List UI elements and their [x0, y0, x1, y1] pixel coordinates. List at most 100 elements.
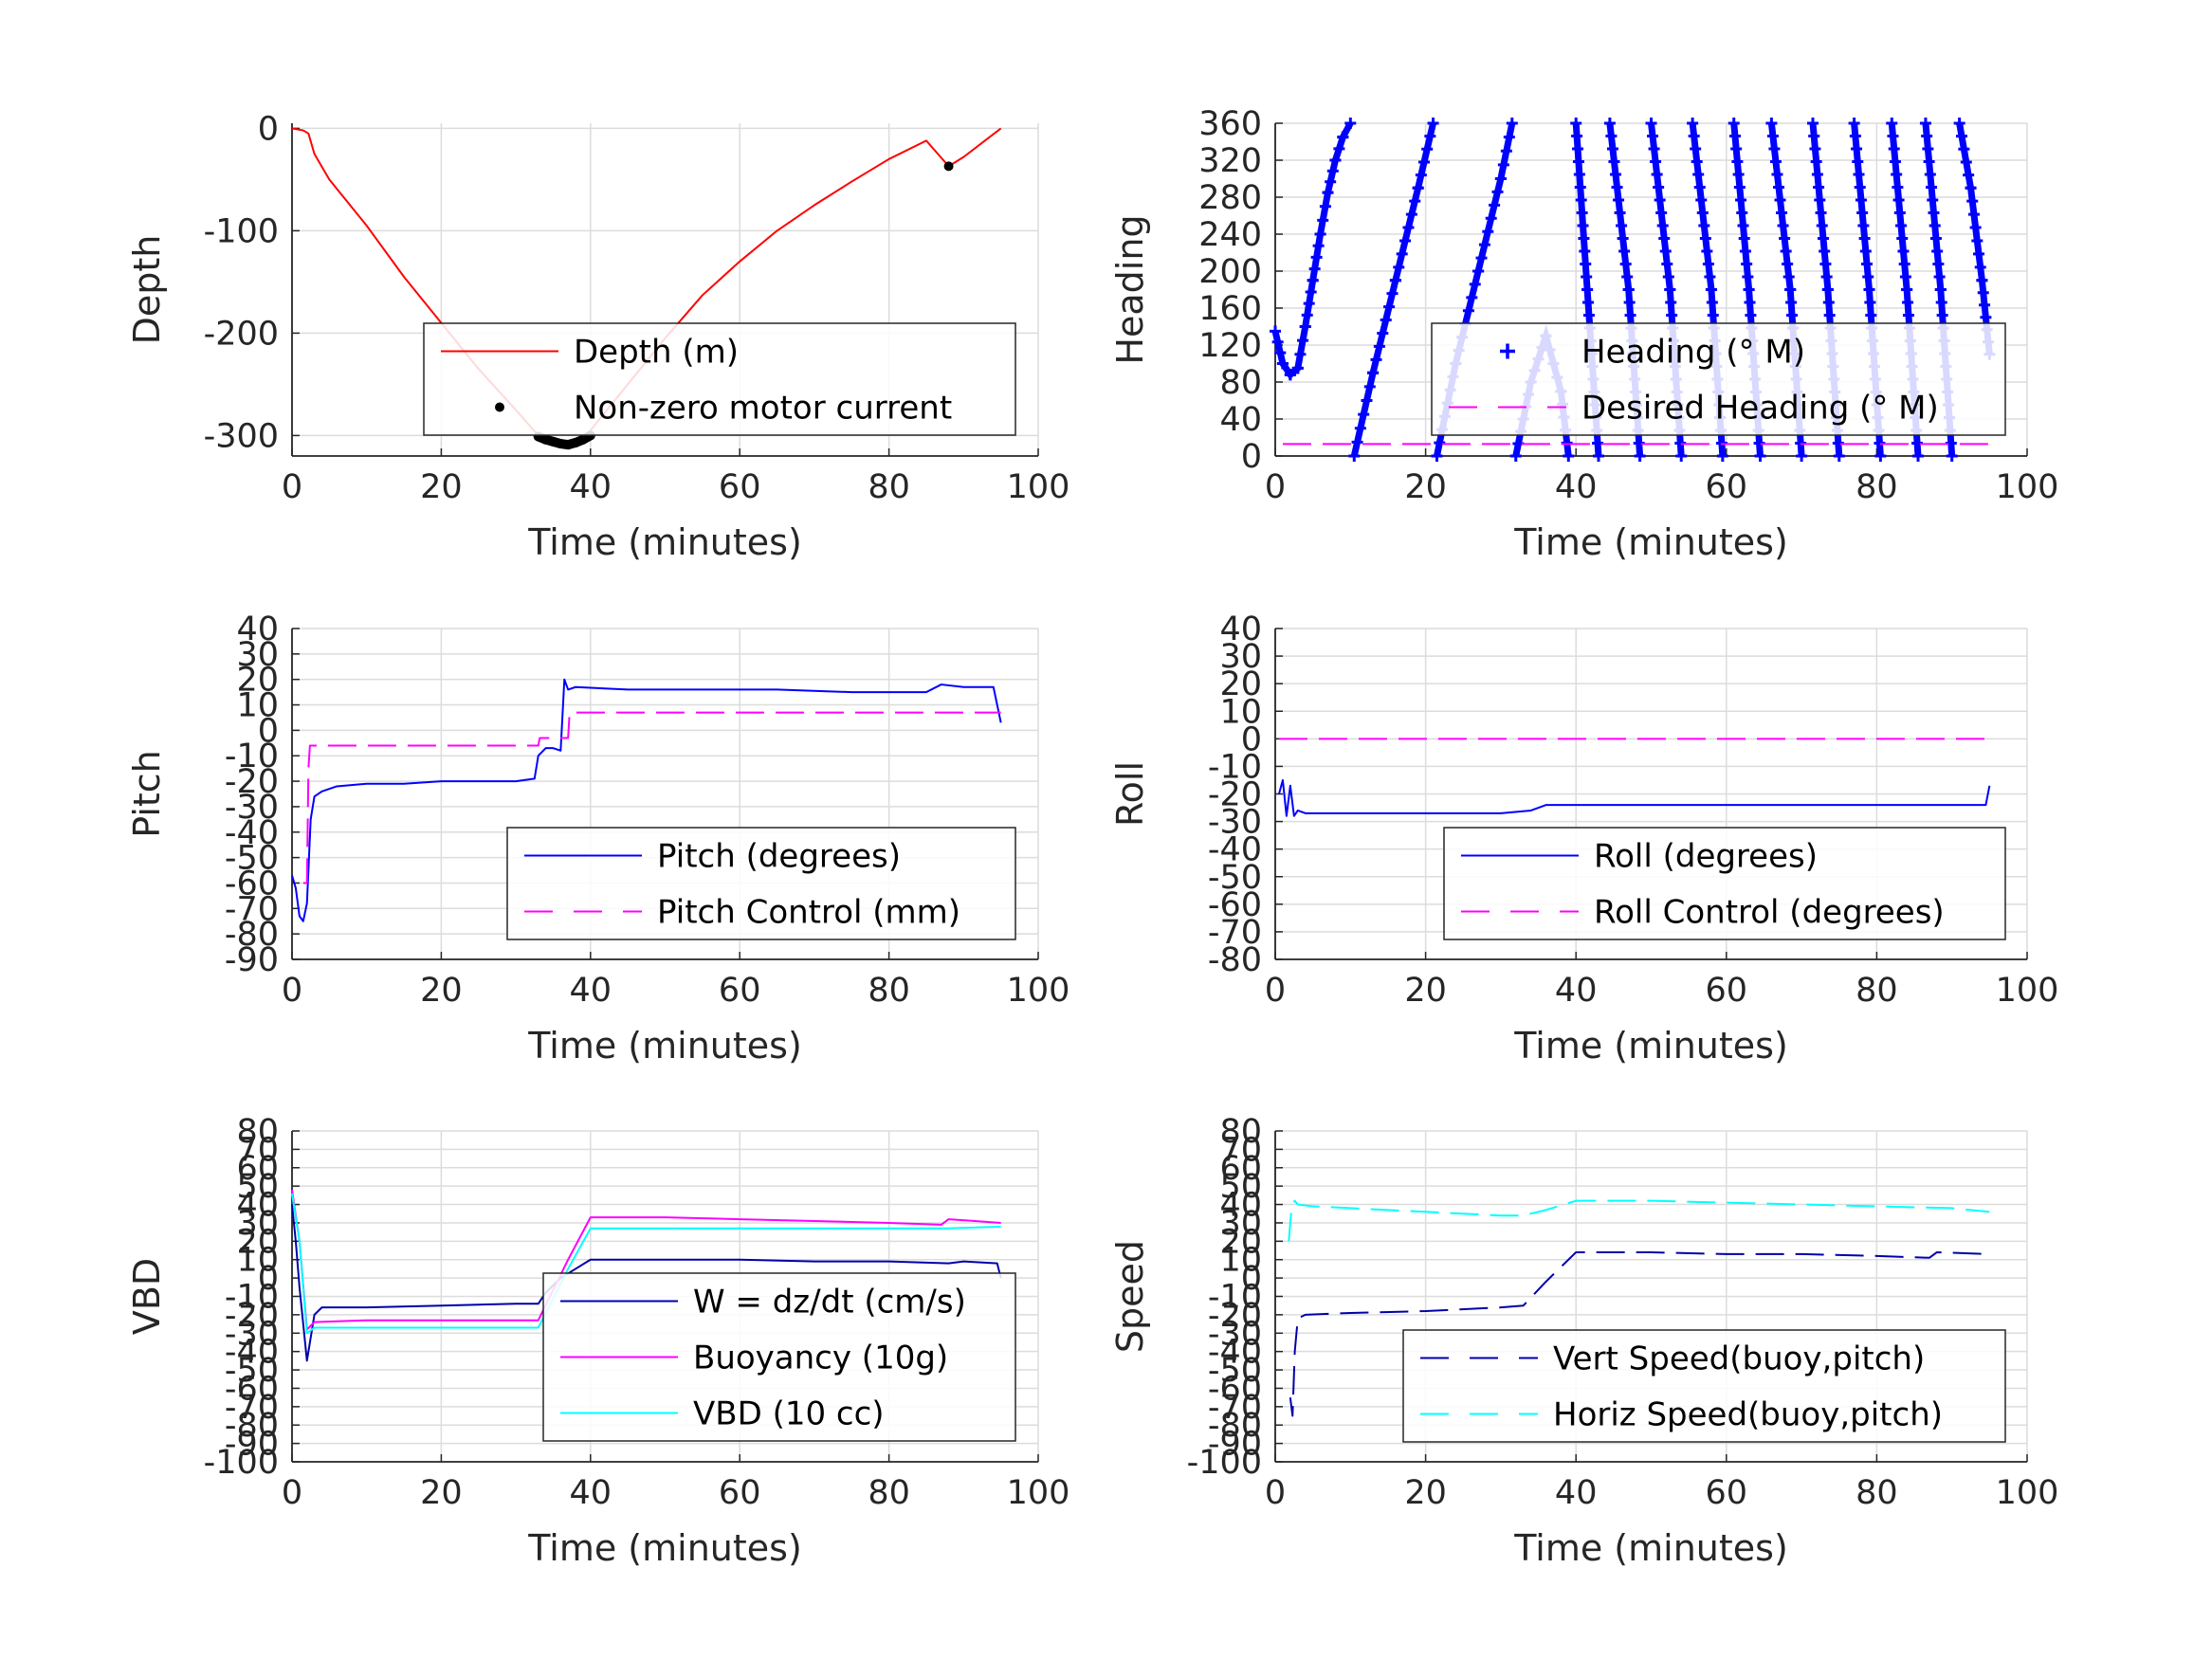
- plus-marker: [1412, 182, 1424, 194]
- y-tick-label: 30: [1219, 638, 1262, 676]
- legend-entry: Pitch (degrees): [657, 838, 901, 876]
- plus-marker: [1619, 258, 1632, 270]
- plus-marker: [1765, 118, 1778, 129]
- y-tick-label: 320: [1198, 142, 1262, 180]
- plus-marker: [1731, 155, 1744, 168]
- x-tick-label: 0: [1265, 972, 1286, 1010]
- plus-marker: [1739, 246, 1751, 257]
- plus-marker: [1654, 194, 1666, 206]
- plus-marker: [1303, 298, 1315, 310]
- plus-marker: [1386, 287, 1398, 300]
- plus-marker: [1485, 212, 1497, 225]
- legend: W = dz/dt (cm/s) Buoyancy (10g) VBD (10 cc…: [542, 1272, 1016, 1442]
- plus-marker: [1929, 232, 1942, 245]
- plus-marker: [1777, 220, 1789, 231]
- plus-marker: [1738, 232, 1750, 245]
- y-tick-label: -30: [225, 1315, 279, 1353]
- plus-marker: [1563, 450, 1575, 462]
- x-tick-label: 80: [1856, 468, 1898, 506]
- legend-box: [1431, 322, 2006, 436]
- plus-marker: [1606, 143, 1618, 155]
- plus-marker: [1814, 194, 1826, 206]
- plus-marker: [1733, 181, 1746, 193]
- plus-marker: [1974, 261, 1986, 273]
- plus-marker: [1421, 143, 1434, 155]
- plus-marker: [1500, 145, 1512, 157]
- plus-marker: [1393, 261, 1405, 273]
- y-tick-label: 200: [1198, 253, 1262, 291]
- plus-marker: [1299, 320, 1311, 333]
- y-tick-label: -20: [225, 1297, 279, 1335]
- plus-marker: [1861, 258, 1874, 270]
- plus-marker: [1809, 143, 1821, 155]
- plus-marker: [1754, 450, 1766, 462]
- plus-marker: [1967, 209, 1980, 221]
- plus-marker: [1427, 118, 1439, 129]
- y-tick-label: 20: [236, 662, 279, 700]
- y-tick-label: 20: [1219, 665, 1262, 703]
- plus-marker: [1691, 155, 1703, 168]
- plus-marker: [1743, 283, 1755, 296]
- legend-entry: Desired Heading (° M): [1581, 390, 1939, 428]
- y-tick-label: 80: [236, 1113, 279, 1151]
- plus-marker: [1704, 271, 1716, 283]
- plus-marker: [1895, 220, 1908, 231]
- plus-marker: [1605, 130, 1618, 142]
- chart-panel-3: 0 20 40 60 80 100-80-70-60-50-40-30-20-100102…: [1109, 611, 2058, 1066]
- legend-entry: Horiz Speed(buoy,pitch): [1553, 1396, 1943, 1434]
- plus-marker: [1946, 450, 1958, 462]
- plus-marker: [1859, 246, 1872, 257]
- plus-marker: [1896, 232, 1909, 245]
- x-tick-label: 80: [868, 468, 910, 506]
- x-tick-label: 80: [868, 1474, 910, 1512]
- series-4-2: [291, 1193, 1001, 1335]
- data-point: [943, 161, 954, 172]
- plus-marker: [1782, 258, 1794, 270]
- plus-marker: [1571, 130, 1583, 142]
- plus-marker: [1822, 297, 1835, 308]
- plus-marker: [1698, 220, 1710, 231]
- plus-marker: [1656, 220, 1669, 231]
- y-tick-label: 40: [1219, 611, 1262, 648]
- plus-marker: [1889, 155, 1901, 168]
- plus-marker: [1730, 143, 1743, 155]
- legend-entry: Roll (degrees): [1594, 838, 1818, 876]
- y-tick-label: -60: [225, 865, 279, 902]
- y-tick-label: -50: [1208, 1352, 1262, 1390]
- legend-box: [1402, 1329, 2006, 1443]
- y-tick-label: -10: [1208, 1279, 1262, 1317]
- x-tick-label: 100: [1007, 972, 1070, 1010]
- x-tick-label: 60: [719, 1474, 761, 1512]
- y-tick-label: -50: [1208, 859, 1262, 897]
- plus-marker: [1979, 299, 1991, 311]
- plus-marker: [1901, 283, 1913, 296]
- plus-marker: [1363, 380, 1376, 392]
- legend-box: [1443, 827, 2006, 940]
- x-axis-label: Time (minutes): [1513, 1025, 1788, 1066]
- plus-marker: [1899, 271, 1911, 283]
- plus-marker: [1622, 283, 1635, 296]
- plus-marker: [1766, 130, 1779, 142]
- plus-marker: [1929, 220, 1941, 231]
- plus-marker: [1924, 169, 1936, 180]
- y-tick-label: 360: [1198, 105, 1262, 143]
- plus-marker: [1661, 258, 1673, 270]
- x-tick-label: 100: [1996, 1474, 2059, 1512]
- plus-marker: [1923, 155, 1935, 168]
- plus-marker: [1768, 143, 1781, 155]
- y-tick-label: 40: [236, 611, 279, 648]
- x-tick-label: 80: [1856, 1474, 1898, 1512]
- y-tick-label: 10: [1219, 1242, 1262, 1280]
- y-tick-label: 50: [236, 1168, 279, 1206]
- plus-marker: [1823, 309, 1836, 321]
- plus-marker: [1742, 271, 1754, 283]
- data-point-cluster: [577, 430, 595, 445]
- y-tick-label: 20: [236, 1223, 279, 1261]
- series-5-1: [1288, 1199, 1990, 1242]
- plus-marker: [1603, 118, 1616, 129]
- plus-marker: [1396, 247, 1408, 260]
- plus-marker: [1503, 131, 1515, 143]
- y-axis-label: Pitch: [126, 750, 168, 838]
- plus-marker: [1618, 246, 1631, 257]
- plus-marker: [1333, 142, 1345, 155]
